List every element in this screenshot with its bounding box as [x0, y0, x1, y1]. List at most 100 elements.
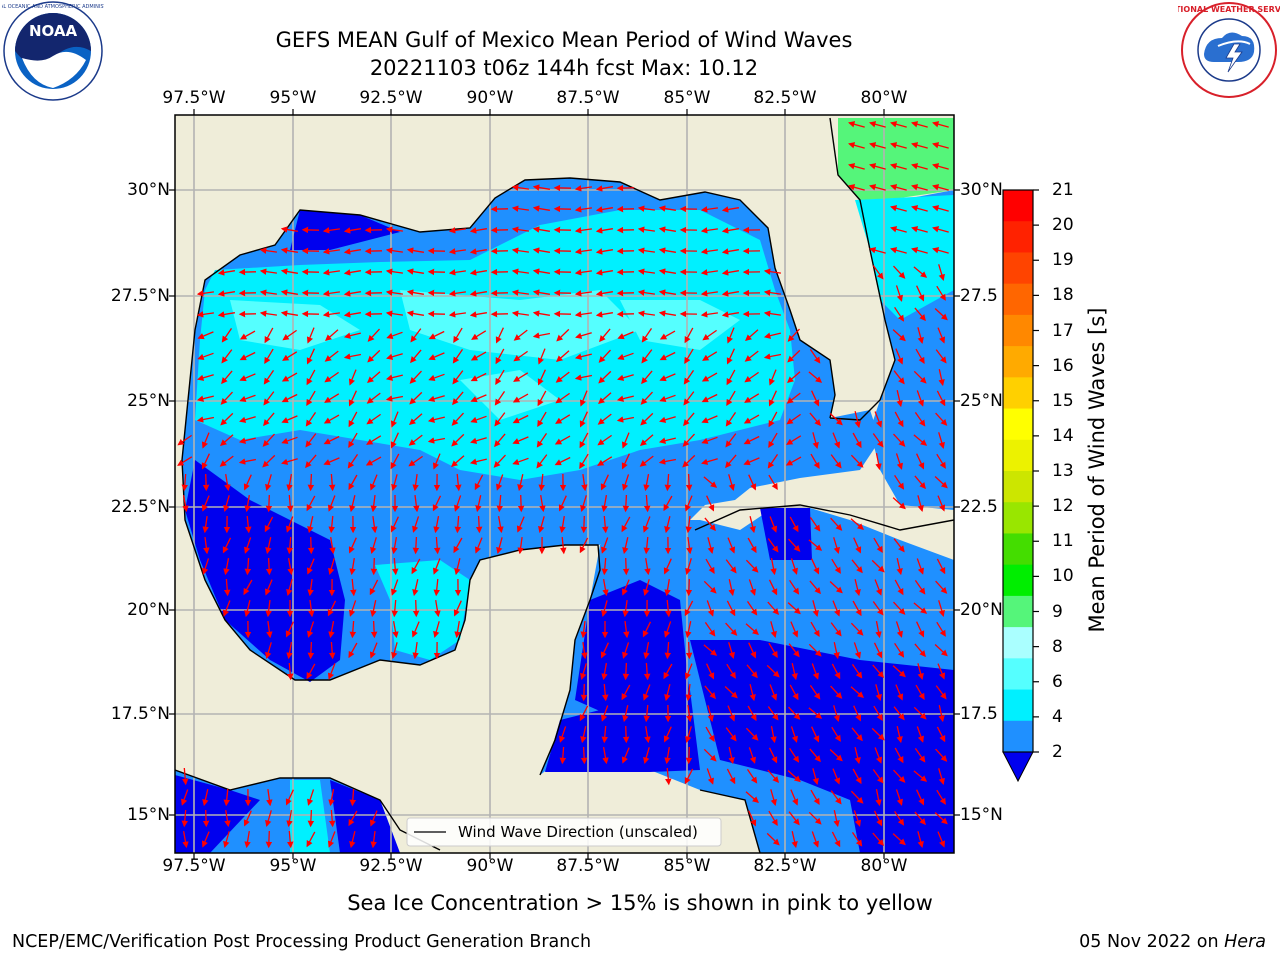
wind-wave-arrow	[622, 537, 629, 555]
legend-box	[406, 817, 722, 847]
wind-wave-arrow	[766, 664, 780, 678]
wind-wave-arrow	[448, 269, 466, 276]
wind-wave-arrow	[853, 642, 861, 659]
wind-wave-arrow	[911, 121, 928, 128]
wind-wave-arrow	[853, 705, 862, 722]
wind-wave-arrow	[872, 832, 885, 846]
wind-wave-arrow	[685, 726, 692, 743]
wind-wave-arrow	[728, 747, 735, 765]
lat-tick-left: 27.5°N	[110, 286, 170, 306]
wind-wave-arrow	[622, 642, 630, 659]
wind-wave-arrow	[748, 642, 757, 659]
wind-wave-arrow	[767, 601, 780, 615]
wind-wave-arrow	[433, 515, 440, 534]
wind-wave-arrow	[280, 226, 299, 233]
wind-wave-arrow	[410, 328, 422, 343]
wind-wave-arrow	[536, 433, 548, 448]
wind-wave-arrow	[597, 456, 613, 466]
wind-wave-arrow	[600, 474, 609, 491]
wind-wave-arrow	[513, 372, 529, 382]
wind-wave-arrow	[448, 311, 466, 318]
wind-wave-arrow	[890, 163, 907, 170]
wind-wave-arrow	[451, 412, 464, 426]
wind-wave-arrow	[574, 311, 592, 318]
wind-wave-arrow	[763, 268, 781, 275]
wind-wave-arrow	[408, 434, 423, 446]
wind-wave-arrow	[745, 559, 759, 573]
wind-wave-arrows	[177, 121, 949, 849]
wind-wave-arrow	[704, 685, 716, 700]
wind-wave-arrow	[262, 454, 276, 468]
wind-wave-arrow	[181, 473, 188, 492]
wind-wave-arrow	[181, 809, 188, 828]
wind-wave-arrow	[637, 226, 655, 233]
lat-tick-left: 15°N	[127, 805, 170, 825]
lat-tick-left: 25°N	[127, 391, 170, 411]
wind-wave-arrow	[580, 663, 587, 680]
wind-wave-arrow	[643, 641, 650, 660]
wind-wave-arrow	[471, 330, 487, 340]
wind-wave-arrow	[915, 684, 925, 701]
colorbar-tick-label: 10	[1052, 566, 1074, 587]
wind-wave-arrow	[532, 184, 551, 191]
wind-wave-arrow	[850, 518, 864, 531]
wind-wave-arrow	[220, 391, 233, 405]
wind-wave-arrow	[469, 290, 488, 297]
wind-wave-arrow	[598, 392, 612, 405]
colorbar-segment	[1003, 346, 1033, 378]
wind-wave-arrow	[532, 289, 551, 296]
wind-wave-arrow	[768, 390, 777, 407]
wind-wave-arrow	[848, 142, 865, 149]
wind-wave-arrow	[496, 537, 503, 554]
wind-wave-arrow	[658, 268, 677, 275]
wind-wave-arrow	[643, 747, 650, 764]
wind-wave-arrow	[239, 351, 256, 361]
wind-wave-arrow	[767, 538, 779, 553]
wind-wave-arrow	[832, 600, 841, 617]
wind-wave-arrow	[768, 432, 778, 449]
map-frame	[174, 114, 955, 854]
wind-wave-arrow	[307, 789, 315, 806]
wind-wave-arrow	[700, 206, 718, 213]
wind-wave-arrow	[812, 768, 819, 785]
wind-wave-arrow	[348, 537, 357, 554]
wind-wave-arrow	[914, 475, 926, 490]
wind-wave-arrow	[538, 473, 545, 492]
wind-wave-arrow	[894, 747, 904, 764]
wind-wave-arrow	[852, 432, 862, 449]
wind-wave-arrow	[365, 456, 382, 466]
wind-wave-arrow	[726, 327, 735, 344]
wind-wave-arrow	[348, 642, 358, 659]
wind-wave-arrow	[454, 558, 461, 576]
wind-wave-arrow	[808, 643, 822, 657]
wind-wave-arrow	[937, 831, 946, 848]
wind-wave-arrow	[411, 621, 420, 638]
legend-label: Wind Wave Direction (unscaled)	[458, 823, 698, 841]
wind-wave-arrow	[832, 768, 841, 785]
wind-wave-arrow	[324, 350, 339, 362]
wind-wave-arrow	[829, 749, 843, 762]
wind-wave-arrow	[791, 663, 798, 681]
wind-wave-arrow	[391, 642, 398, 659]
wind-wave-arrow	[916, 285, 925, 302]
wind-wave-arrow	[306, 558, 315, 575]
wind-wave-arrow	[658, 226, 677, 233]
wind-wave-arrow	[621, 579, 630, 596]
wind-wave-arrow	[664, 473, 672, 492]
wind-wave-arrow	[307, 579, 314, 597]
wind-wave-arrow	[343, 311, 362, 318]
wind-wave-arrow	[746, 601, 758, 616]
wind-wave-arrow	[790, 789, 799, 806]
wind-wave-arrow	[409, 413, 423, 426]
wind-wave-arrow	[746, 664, 758, 679]
wind-wave-arrow	[916, 726, 924, 743]
wind-wave-arrow	[513, 329, 528, 341]
wind-wave-arrow	[413, 495, 420, 513]
wind-wave-arrow	[833, 705, 840, 722]
wind-wave-arrow	[768, 642, 778, 659]
wind-wave-arrow	[935, 349, 947, 364]
wind-wave-arrow	[682, 454, 696, 468]
wind-wave-arrow	[768, 810, 778, 827]
wind-wave-arrow	[559, 515, 566, 534]
wind-wave-arrow	[328, 473, 336, 492]
